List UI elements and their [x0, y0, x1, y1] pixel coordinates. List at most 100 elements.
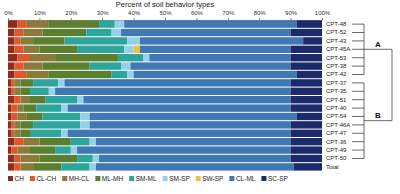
x-tick-label: 90%: [285, 10, 298, 16]
dendrogram-leaf: [352, 66, 364, 67]
bar-segment: [90, 62, 121, 69]
bar-segment: [291, 29, 322, 36]
dendrogram-leaf: [352, 24, 364, 25]
y-tick: CPT-38: [324, 63, 347, 69]
chart: Percent of soil behavior types0%10%20%30…: [0, 0, 400, 194]
dendrogram: [352, 24, 392, 158]
bar-segment: [8, 104, 11, 111]
legend-label: ML-MH: [102, 175, 124, 182]
legend-swatch: [30, 176, 35, 181]
dendrogram-leaf: [352, 108, 364, 109]
dendrogram-leaf: [352, 133, 364, 134]
legend-item: SC-SP: [261, 175, 287, 182]
legend-item: CL-ML: [229, 175, 255, 182]
bar-segment: [140, 46, 291, 53]
x-tick-mark: [196, 18, 197, 20]
x-tick: 30%: [97, 10, 110, 20]
bar-segment: [134, 46, 140, 53]
bar-segment: [46, 96, 77, 103]
bar-segment: [61, 130, 67, 137]
bar-segment: [49, 88, 55, 95]
bar-segment: [291, 121, 322, 128]
bar-segment: [14, 79, 20, 86]
dendrogram-link: [364, 49, 392, 50]
bar-segment: [11, 88, 14, 95]
y-axis-line: [324, 21, 325, 172]
bar-segment: [55, 54, 118, 61]
y-tick: CPT-42: [324, 71, 347, 77]
bar-segment: [14, 29, 23, 36]
bar-segment: [99, 155, 291, 162]
y-tick: CPT-51: [324, 97, 347, 103]
legend-item: MH-CL: [62, 175, 89, 182]
bar-segment: [17, 113, 26, 120]
dendrogram-leaf: [352, 32, 364, 33]
legend-label: SM-SP: [169, 175, 190, 182]
bar-segment: [14, 71, 27, 78]
dendrogram-leaf: [352, 116, 364, 117]
x-axis-line: [9, 18, 323, 21]
bar-segment: [8, 20, 17, 27]
dendrogram-leaf: [352, 158, 364, 159]
dendrogram-leaf: [352, 57, 364, 58]
bar-segment: [55, 146, 71, 153]
y-tick: CPT-50: [324, 155, 347, 161]
bar-segment: [96, 138, 291, 145]
legend-swatch: [62, 176, 67, 181]
bars: [8, 20, 322, 170]
legend-label: CL-ML: [236, 175, 256, 182]
bar-segment: [112, 71, 128, 78]
x-axis: 0%10%20%30%40%50%60%70%80%90%100%: [4, 10, 331, 21]
y-tick-label: Total: [326, 164, 339, 170]
legend-label: MH-CL: [69, 175, 90, 182]
bar-segment: [8, 155, 14, 162]
bar-segment: [27, 113, 43, 120]
x-tick-mark: [71, 18, 72, 20]
x-tick-label: 20%: [65, 10, 78, 16]
bar-segment: [33, 121, 80, 128]
bar-segment: [21, 163, 34, 170]
y-tick-label: CPT-38: [326, 63, 347, 69]
bar-segment: [71, 138, 90, 145]
legend-swatch: [163, 176, 168, 181]
bar-segment: [8, 54, 17, 61]
bar-segment: [8, 96, 14, 103]
y-tick-label: CPT-51: [326, 97, 347, 103]
bar-segment: [127, 37, 140, 44]
bar-segment: [49, 71, 112, 78]
bar-segment: [17, 146, 30, 153]
x-tick-mark: [165, 18, 166, 20]
bar-segment: [8, 88, 11, 95]
legend-swatch: [261, 176, 266, 181]
bar-segment: [121, 62, 130, 69]
cluster-label: B: [375, 111, 381, 120]
bar-segment: [14, 130, 20, 137]
legend-item: CL-CH: [30, 175, 57, 182]
bar-segment: [291, 62, 322, 69]
bar-segment: [30, 130, 61, 137]
bar-segment: [115, 20, 124, 27]
y-tick: CPT-46A: [324, 122, 350, 128]
x-tick: 0%: [4, 10, 13, 20]
bar-segment: [61, 163, 89, 170]
x-tick: 20%: [65, 10, 78, 20]
bar-segment: [90, 163, 96, 170]
x-tick-label: 30%: [97, 10, 110, 16]
bar-segment: [11, 130, 14, 137]
bar-segment: [30, 88, 49, 95]
bar-segment: [80, 121, 89, 128]
x-tick-mark: [8, 18, 9, 20]
y-tick-label: CPT-45A: [326, 46, 350, 52]
bar-segment: [68, 130, 291, 137]
bar-segment: [43, 29, 87, 36]
bar-segment: [87, 29, 112, 36]
y-tick-label: CPT-43: [326, 38, 347, 44]
y-tick-label: CPT-49: [326, 147, 347, 153]
bar-segment: [21, 155, 40, 162]
bar-segment: [297, 113, 322, 120]
dendrogram-leaf: [352, 91, 364, 92]
legend-item: SM-ML: [129, 175, 157, 182]
x-tick: 70%: [222, 10, 235, 20]
bar-segment: [99, 20, 115, 27]
legend-swatch: [8, 176, 13, 181]
